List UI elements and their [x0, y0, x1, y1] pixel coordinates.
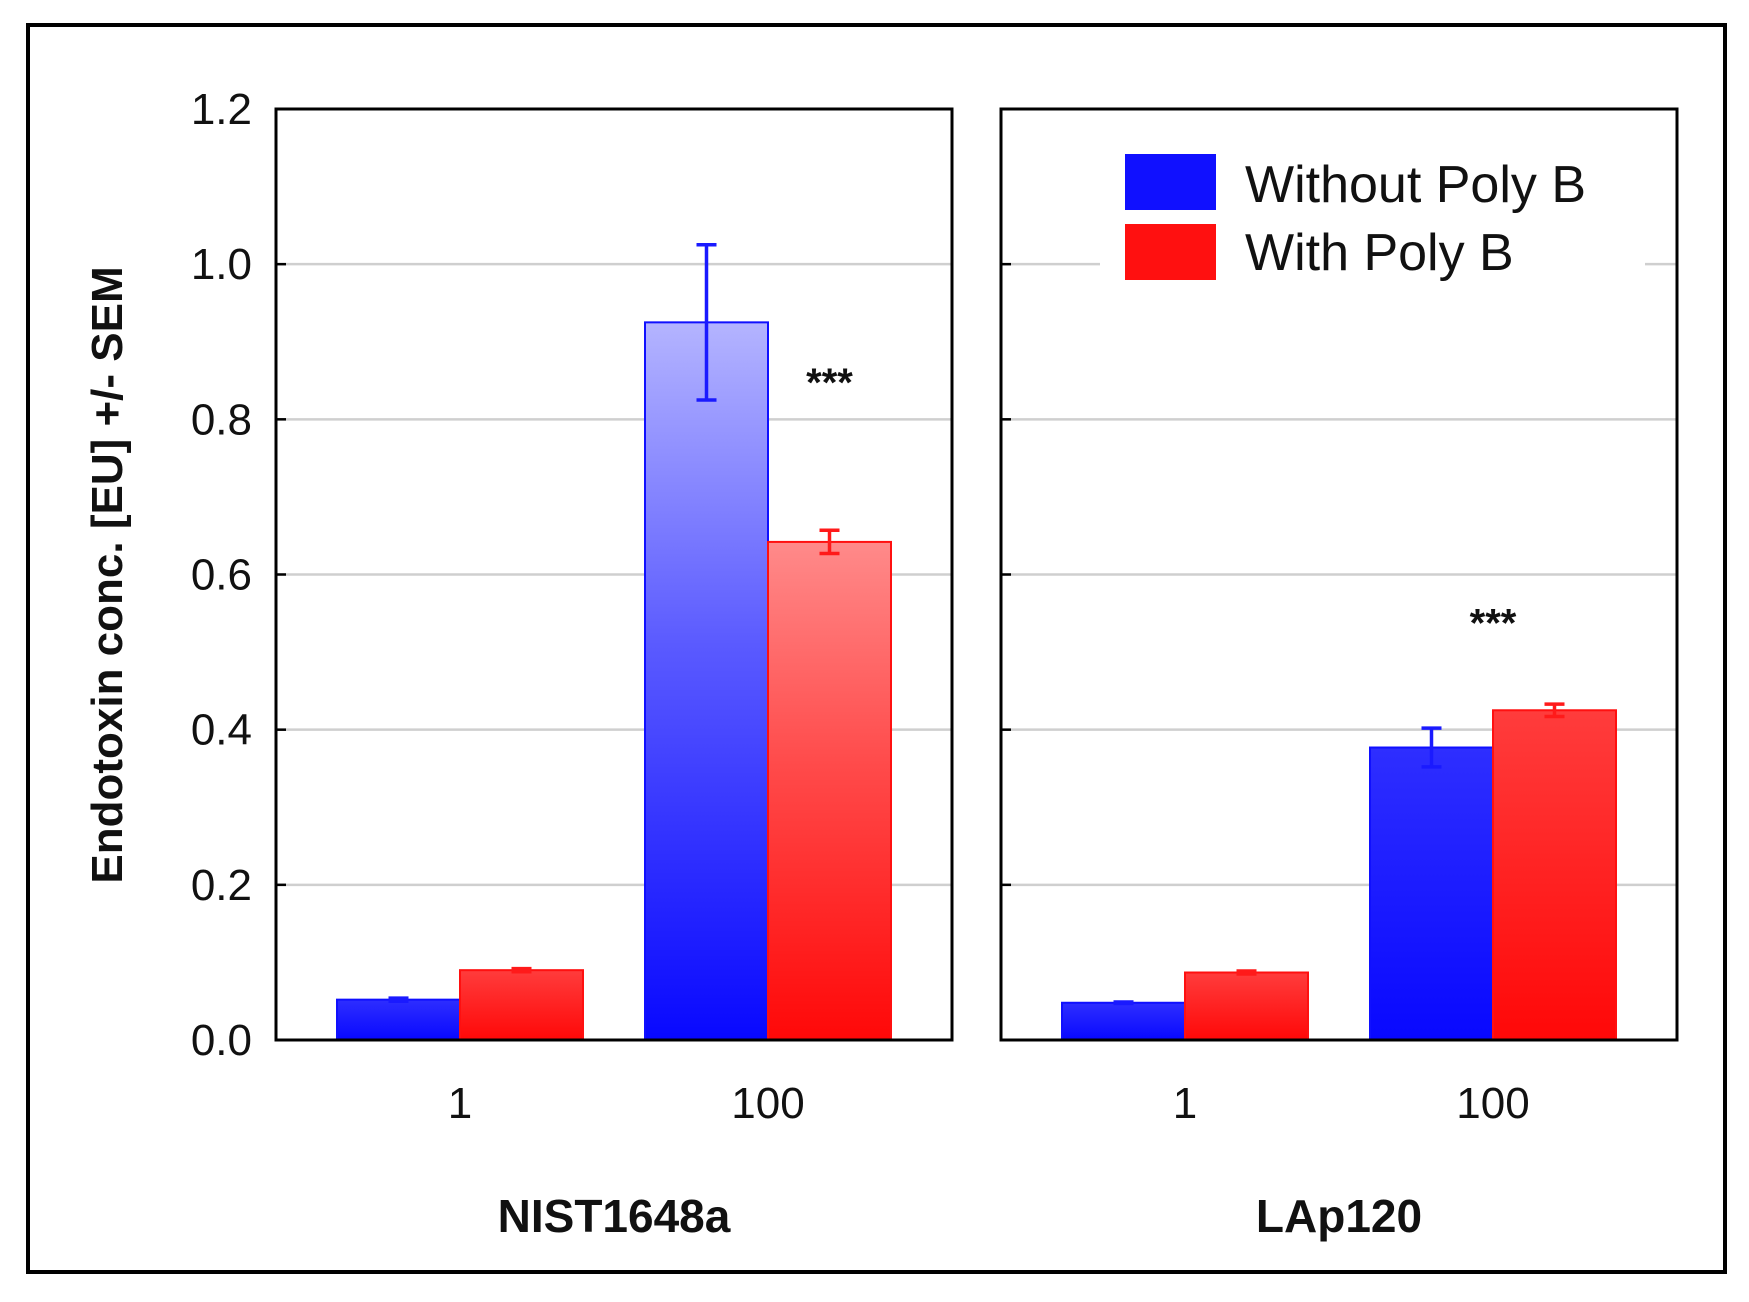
x-tick-label-nist1648a-1: 1 [448, 1079, 472, 1128]
legend-label-with-poly-b: With Poly B [1245, 224, 1514, 282]
significance-marker-nist1648a-0: *** [806, 361, 853, 405]
bar-nist1648a-with-poly-b-1 [459, 969, 584, 1041]
x-tick-label-lap120-100: 100 [1456, 1079, 1529, 1128]
legend-swatch-without-poly-b [1125, 154, 1216, 210]
y-tick-label-3: 0.6 [191, 551, 252, 600]
group-label-nist1648a: NIST1648a [498, 1190, 731, 1242]
legend: Without Poly B With Poly B [1100, 140, 1645, 290]
plot-frame-lap120 [999, 107, 1679, 1042]
bar-nist1648a-without-poly-b-1 [336, 998, 461, 1042]
bar-lap120-with-poly-b-100 [1492, 709, 1617, 1041]
group-label-lap120: LAp120 [1256, 1190, 1422, 1242]
y-tick-label-5: 1.0 [191, 240, 252, 289]
legend-label-without-poly-b: Without Poly B [1245, 156, 1586, 214]
bar-lap120-without-poly-b-1 [1061, 1001, 1186, 1042]
y-tick-label-2: 0.4 [191, 706, 252, 755]
x-tick-label-lap120-1: 1 [1173, 1079, 1197, 1128]
plot-frame-nist1648a [274, 107, 954, 1042]
panel-nist1648a: 0.0 0.2 0.4 0.6 0.8 1.0 1.2 1 100 NIST1648a *** [191, 85, 954, 1242]
bar-lap120-without-poly-b-100 [1369, 746, 1494, 1041]
x-tick-label-nist1648a-100: 100 [731, 1079, 804, 1128]
y-axis-title: Endotoxin conc. [EU] +/- SEM [83, 266, 132, 883]
y-tick-label-1: 0.2 [191, 861, 252, 910]
bar-lap120-with-poly-b-1 [1184, 971, 1309, 1041]
bar-nist1648a-with-poly-b-100 [767, 540, 892, 1041]
significance-marker-lap120-0: *** [1470, 602, 1517, 646]
y-tick-label-6: 1.2 [191, 85, 252, 134]
y-tick-label-4: 0.8 [191, 395, 252, 444]
legend-swatch-with-poly-b [1125, 224, 1216, 280]
y-tick-label-0: 0.0 [191, 1016, 252, 1065]
bar-nist1648a-without-poly-b-100 [644, 321, 769, 1041]
